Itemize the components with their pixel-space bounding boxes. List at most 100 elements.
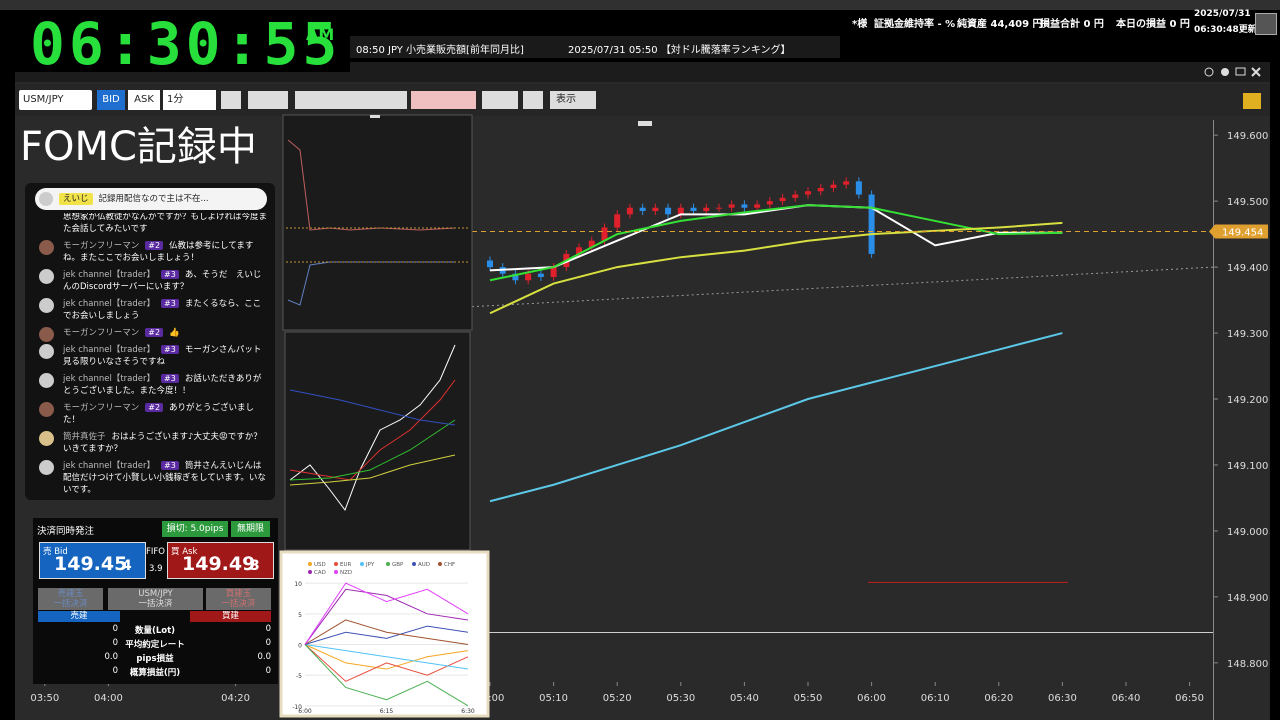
pinned-message: えいじ 記録用配信なので主は不在... [35, 188, 267, 210]
help-icon[interactable] [1204, 67, 1214, 77]
ticker-item: 08:50 JPY 小売業販売額[前年同月比] [356, 45, 524, 56]
chat-message: モーガンフリーマン #2 仏教は参考にしてますね。またここでお会いしましょう！ [39, 240, 267, 264]
tool-button[interactable] [221, 91, 241, 109]
row-sell: 0 [112, 638, 118, 648]
strength-line [304, 619, 469, 645]
chart-type-button[interactable] [248, 91, 288, 109]
row-buy: 0 [265, 624, 271, 634]
account-margin: 証拠金維持率 - % [874, 19, 956, 30]
avatar [39, 327, 54, 342]
legend-swatch [308, 570, 312, 574]
avatar [39, 344, 54, 359]
settle-button[interactable]: 売建玉 一括決済 [38, 588, 103, 610]
current-price-label: 149.454 [1222, 227, 1263, 238]
member-badge: #3 [161, 374, 179, 383]
y-tick-label: 10 [294, 581, 302, 588]
chat-text: またくるなら、ここでお会いしましょう [63, 299, 262, 321]
x-tick-label: 05:10 [539, 693, 568, 704]
legend-label: GBP [392, 562, 404, 568]
timeframe-select[interactable]: 1分 [163, 90, 216, 110]
candle [512, 273, 519, 281]
ticker-item: 2025/07/31 05:50 【対ドル騰落率ランキング】 [568, 45, 791, 56]
restore-icon[interactable] [1235, 67, 1246, 76]
strength-line [304, 588, 469, 645]
x-tick-label: 05:30 [666, 693, 695, 704]
legend-label: JPY [365, 562, 375, 568]
row-sell: 0 [112, 624, 118, 634]
x-tick-label: 05:20 [603, 693, 632, 704]
y-tick-label: 149.200 [1227, 395, 1268, 406]
order-panel: 決済同時発注 損切: 5.0pips 無期限売 Bid 149.45 4 買 Ask 149… [33, 518, 278, 684]
expiry-button[interactable]: 無期限 [231, 521, 270, 537]
stop-button[interactable]: 損切: 5.0pips [162, 521, 228, 537]
x-tick-label: 04:20 [221, 693, 250, 704]
candle [792, 194, 799, 198]
candle [843, 181, 850, 185]
chat-text: モーガンさんパット見る限りいなさそうですね [63, 345, 262, 367]
chat-name: jek channel【trader】 [63, 374, 156, 384]
account-pl-today: 本日の損益 0 円 [1116, 19, 1190, 30]
y-tick-label: 5 [298, 612, 302, 619]
bid-price-box[interactable]: 売 Bid 149.45 4 [39, 542, 146, 579]
candle [690, 207, 697, 212]
row-buy: 0 [265, 638, 271, 648]
x-tick-label: 06:40 [1112, 693, 1141, 704]
display-menu[interactable]: 表示 [550, 91, 596, 109]
y-tick-label: -10 [292, 704, 302, 711]
close-icon[interactable] [1251, 67, 1261, 77]
y-tick-label: 149.300 [1227, 329, 1268, 340]
legend-swatch [438, 562, 442, 566]
avatar [39, 460, 54, 475]
pen-button[interactable] [482, 91, 518, 109]
mini-line [289, 389, 456, 426]
avatar [39, 269, 54, 284]
candle [868, 194, 875, 254]
tool-button[interactable] [523, 91, 543, 109]
account-date: 2025/07/31 [1194, 9, 1251, 19]
bid-toggle[interactable]: BID [97, 90, 125, 110]
bid-pip: 4 [122, 558, 132, 574]
settings-icon[interactable] [1221, 68, 1229, 76]
row-buy: 0.0 [257, 652, 271, 662]
settle-button[interactable]: 買建玉 一括決済 [206, 588, 271, 610]
mini-line [289, 379, 456, 481]
zoom-buttons[interactable] [295, 91, 407, 109]
fifo-label: FIFO [146, 547, 165, 557]
ask-label: 買 Ask [171, 547, 198, 557]
avatar [39, 402, 54, 417]
candle [741, 204, 748, 208]
candle [703, 207, 710, 212]
account-assets: 純資産 44,409 円 [957, 19, 1043, 30]
ask-price-box[interactable]: 買 Ask 149.49 3 [167, 542, 274, 579]
row-label: 数量(Lot) [134, 626, 176, 636]
member-badge: #2 [145, 328, 164, 337]
legend-label: NZD [340, 570, 352, 576]
layout-button[interactable] [1243, 93, 1261, 109]
member-badge: #3 [161, 299, 179, 308]
ask-toggle[interactable]: ASK [128, 90, 160, 110]
draw-buttons[interactable] [411, 91, 476, 109]
chat-name: jek channel【trader】 [63, 270, 156, 280]
chat-text: ありがとうございました！ [63, 403, 255, 425]
x-tick-label: 6:00 [298, 708, 312, 715]
settle-button[interactable]: USM/JPY 一括決済 [108, 588, 203, 610]
legend-swatch [386, 562, 390, 566]
chat-message: モーガンフリーマン #2 👍 [39, 327, 267, 342]
member-badge: #2 [145, 403, 164, 412]
strength-line [304, 582, 469, 645]
member-badge: #3 [161, 345, 179, 354]
y-tick-label: 149.000 [1227, 527, 1268, 538]
overlay-text: FOMC記録中 [20, 124, 257, 170]
candle [652, 207, 659, 212]
candle [614, 214, 621, 228]
candle [487, 260, 493, 268]
symbol-select[interactable]: USM/JPY [19, 90, 92, 110]
close-button[interactable] [1255, 13, 1277, 35]
bid-label: 売 Bid [43, 547, 68, 557]
chat-text: おはようございます♪大丈夫😡ですか？いきてますか？ [63, 432, 262, 454]
buy-header: 買建 [190, 611, 271, 622]
avatar [39, 431, 54, 446]
scroll-handle [638, 121, 652, 126]
candle [766, 201, 773, 205]
